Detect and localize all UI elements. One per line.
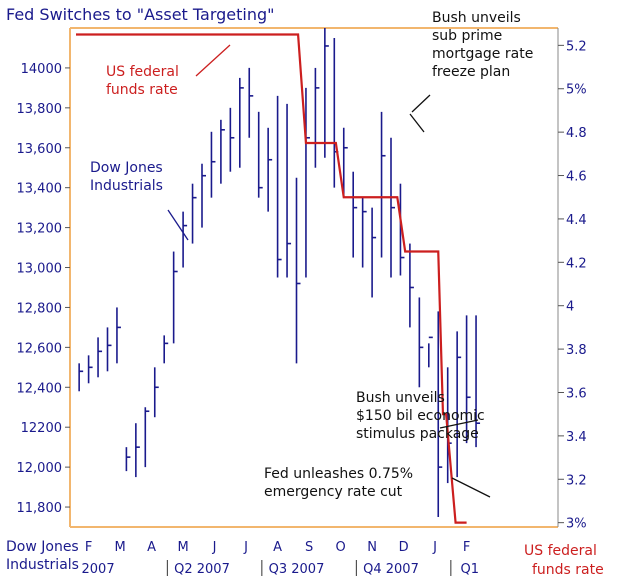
dow-annotation: Dow Jones bbox=[90, 160, 163, 176]
bush-freeze-annotation: mortgage rate bbox=[432, 46, 533, 62]
left-tick-label: 14000 bbox=[21, 62, 62, 77]
left-tick-label: 12200 bbox=[21, 421, 62, 436]
right-tick-label: 3.2 bbox=[566, 473, 587, 488]
left-tick-label: 13,200 bbox=[17, 222, 63, 237]
fed-rate-pointer bbox=[195, 44, 231, 77]
x-quarter-label: Q4 2007 bbox=[363, 562, 419, 577]
bush-freeze-annotation: Bush unveils bbox=[432, 10, 521, 26]
x-month-label: O bbox=[335, 540, 345, 555]
x-quarter-label: Q2 2007 bbox=[174, 562, 230, 577]
right-tick-label: 4.2 bbox=[566, 256, 587, 271]
bush-freeze-annotation: freeze plan bbox=[432, 64, 510, 80]
left-tick-label: 11,800 bbox=[17, 501, 63, 516]
right-tick-label: 4 bbox=[566, 300, 574, 315]
x-quarter-label: 2007 bbox=[82, 562, 115, 577]
right-axis-label-line1: US federal bbox=[524, 543, 597, 559]
right-tick-label: 3% bbox=[566, 517, 587, 532]
bush-freeze-pointer-1 bbox=[411, 94, 431, 113]
left-tick-label: 13,400 bbox=[17, 182, 63, 197]
dow-annotation: Industrials bbox=[90, 178, 163, 194]
x-axis-group: F M A M J J A S O N D J F 2007 Q2 2007 Q3 2007 Q4 2007 Q1 bbox=[82, 540, 480, 577]
right-tick-label: 3.6 bbox=[566, 386, 587, 401]
right-tick-label: 3.8 bbox=[566, 343, 587, 358]
dow-pointer bbox=[167, 209, 189, 241]
x-quarter-label: Q3 2007 bbox=[269, 562, 325, 577]
left-tick-label: 13,800 bbox=[17, 102, 63, 117]
left-tick-label: 12,000 bbox=[17, 461, 63, 476]
right-tick-label: 4.6 bbox=[566, 170, 587, 185]
x-month-label: M bbox=[177, 540, 188, 555]
x-month-label: A bbox=[147, 540, 156, 555]
fed-funds-line bbox=[76, 33, 467, 524]
bush-stimulus-annotation: Bush unveils bbox=[356, 390, 445, 406]
fed-cut-annotation: Fed unleashes 0.75% bbox=[264, 466, 413, 482]
x-month-label: D bbox=[399, 540, 409, 555]
x-month-label: N bbox=[367, 540, 377, 555]
left-tick-label: 13,000 bbox=[17, 262, 63, 277]
bush-freeze-pointer-2 bbox=[409, 113, 425, 133]
left-tick-label: 12,600 bbox=[17, 341, 63, 356]
annotation-group: US federal funds rate Dow Jones Industrials… bbox=[90, 10, 533, 500]
right-tick-label: 3.4 bbox=[566, 430, 587, 445]
fed-cut-pointer bbox=[451, 477, 491, 498]
x-month-label: S bbox=[305, 540, 313, 555]
fed-rate-annotation: funds rate bbox=[106, 82, 178, 98]
x-month-label: F bbox=[463, 540, 470, 555]
right-tick-label: 5% bbox=[566, 83, 587, 98]
fed-rate-annotation: US federal bbox=[106, 64, 179, 80]
x-month-label: J bbox=[432, 540, 437, 555]
dow-bar-group bbox=[78, 28, 481, 518]
left-tick-label: 13,600 bbox=[17, 142, 63, 157]
left-axis-label-line1: Dow Jones bbox=[6, 539, 79, 555]
x-month-label: J bbox=[212, 540, 217, 555]
x-quarter-label: Q1 bbox=[460, 562, 479, 577]
fed-line-group bbox=[76, 33, 467, 524]
bush-freeze-annotation: sub prime bbox=[432, 28, 502, 44]
bush-stimulus-annotation: $150 bil economic bbox=[356, 408, 485, 424]
left-tick-label: 12,400 bbox=[17, 381, 63, 396]
x-month-label: J bbox=[243, 540, 248, 555]
x-month-label: A bbox=[273, 540, 282, 555]
x-month-label: F bbox=[85, 540, 92, 555]
fed-cut-annotation: emergency rate cut bbox=[264, 484, 403, 500]
right-tick-group: 5.2 5% 4.8 4.6 4.4 4.2 4 3.8 3.6 3.4 3.2 3% bbox=[558, 39, 587, 532]
left-axis-label-line2: Industrials bbox=[6, 557, 79, 573]
bush-stimulus-pointer bbox=[439, 419, 479, 429]
right-tick-label: 5.2 bbox=[566, 39, 587, 54]
chart-title: Fed Switches to "Asset Targeting" bbox=[6, 5, 275, 24]
x-month-label: M bbox=[114, 540, 125, 555]
right-tick-label: 4.4 bbox=[566, 213, 587, 228]
right-axis-label-line2: funds rate bbox=[532, 562, 604, 578]
left-tick-label: 12,800 bbox=[17, 301, 63, 316]
bush-stimulus-annotation: stimulus package bbox=[356, 426, 479, 442]
left-tick-group: 14000 13,800 13,600 13,400 13,200 13,000 12,80… bbox=[17, 62, 70, 516]
right-tick-label: 4.8 bbox=[566, 126, 587, 141]
